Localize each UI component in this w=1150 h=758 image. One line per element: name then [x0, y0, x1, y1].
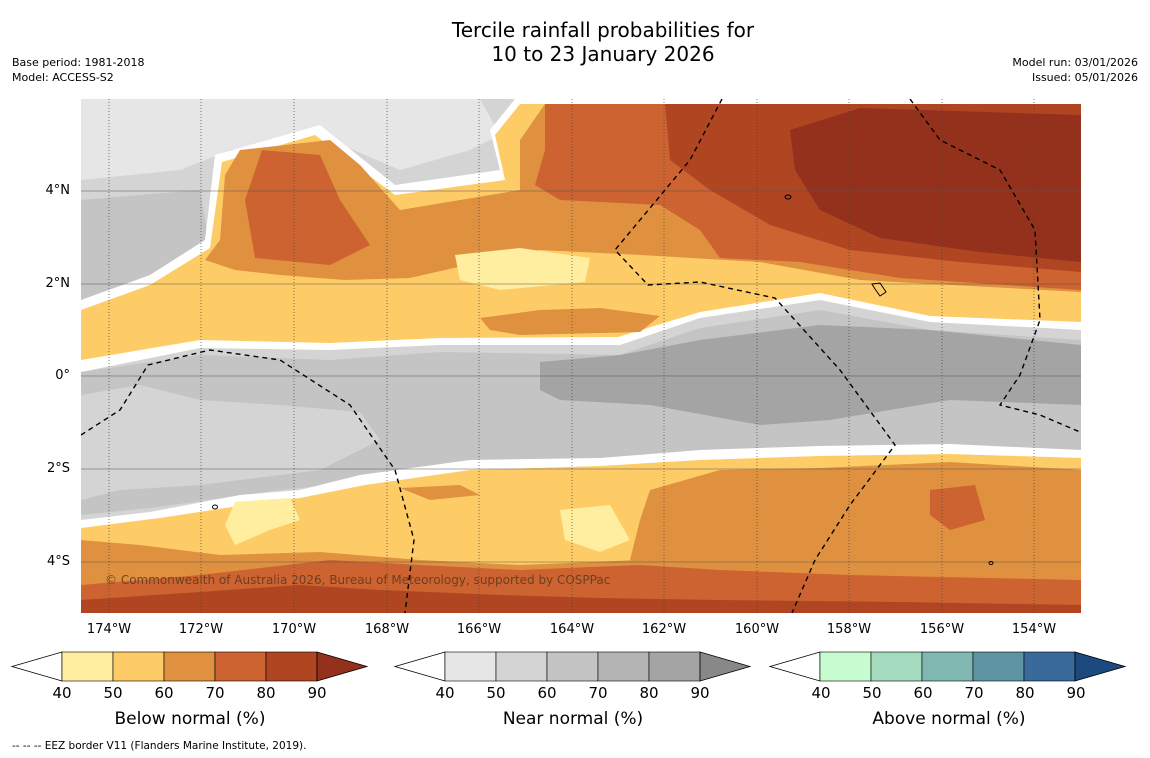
colorbar-near-swatch-3: [597, 651, 650, 682]
below-90-north: [790, 108, 1081, 262]
colorbar-near-swatch-0: [444, 651, 497, 682]
colorbar-above-title: Above normal (%): [872, 709, 1026, 729]
below-60-south-patch: [400, 485, 480, 500]
colorbar-near-swatches: [393, 651, 752, 682]
tick-near-40: 40: [435, 684, 455, 702]
colorbar-near-low-arrow: [393, 651, 446, 682]
tick-below-80: 80: [256, 684, 276, 702]
meta-right: Model run: 03/01/2026 Issued: 05/01/2026: [1012, 55, 1138, 85]
below-40-south-patch: [225, 498, 300, 545]
model-name: Model: ACCESS-S2: [12, 71, 114, 84]
lat-label-2n: 2°N: [45, 276, 71, 291]
colorbar-above-swatch-4: [1023, 651, 1076, 682]
tick-below-40: 40: [52, 684, 72, 702]
tick-near-70: 70: [588, 684, 608, 702]
lon-label-164w: 164°W: [549, 622, 595, 637]
colorbar-near-swatch-4: [648, 651, 701, 682]
map-field: [81, 99, 1081, 613]
island-3: [212, 504, 218, 510]
graticule: [81, 190, 1081, 563]
lon-label-154w: 154°W: [1011, 622, 1057, 637]
tick-above-90: 90: [1066, 684, 1086, 702]
near-50-southwest: [81, 385, 380, 500]
colorbar-above-swatch-2: [921, 651, 974, 682]
title-line-2: 10 to 23 January 2026: [491, 42, 715, 66]
tick-above-60: 60: [913, 684, 933, 702]
near-80-equator: [540, 325, 1081, 425]
tick-above-80: 80: [1015, 684, 1035, 702]
colorbar-below-title: Below normal (%): [114, 709, 266, 729]
eez-footnote: -- -- -- EEZ border V11 (Flanders Marine…: [12, 740, 307, 752]
tick-near-50: 50: [486, 684, 506, 702]
eez-border-west: [81, 349, 415, 613]
below-80-south: [81, 585, 1081, 613]
colorbar-near-high-arrow: [699, 651, 752, 682]
colorbar-above-high-arrow: [1074, 651, 1127, 682]
lat-label-2s: 2°S: [46, 461, 70, 476]
eez-border-central: [614, 99, 896, 613]
colorbar-below-swatch-1: [112, 651, 165, 682]
colorbar-above: [768, 651, 1127, 682]
colorbar-below-swatch-3: [214, 651, 267, 682]
colorbar-above-swatch-0: [819, 651, 872, 682]
copyright-notice: © Commonwealth of Australia 2026, Bureau…: [105, 573, 611, 587]
lon-label-172w: 172°W: [178, 622, 224, 637]
lon-label-156w: 156°W: [919, 622, 965, 637]
colorbar-above-swatch-3: [972, 651, 1025, 682]
title-line-1: Tercile rainfall probabilities for: [451, 18, 755, 42]
below-40-patch: [455, 248, 590, 290]
lat-label-4n: 4°N: [45, 183, 71, 198]
colorbar-below: [10, 651, 369, 682]
lon-label-166w: 166°W: [456, 622, 502, 637]
tick-near-90: 90: [690, 684, 710, 702]
lon-label-158w: 158°W: [826, 622, 872, 637]
colorbar-below-swatch-0: [61, 651, 114, 682]
tick-above-50: 50: [862, 684, 882, 702]
lon-label-170w: 170°W: [271, 622, 317, 637]
near-normal-60-northwest: [81, 190, 210, 300]
colorbar-near: [393, 651, 752, 682]
tick-below-70: 70: [205, 684, 225, 702]
tick-above-70: 70: [964, 684, 984, 702]
below-60-mid-patch: [480, 308, 660, 335]
colorbar-above-swatch-1: [870, 651, 923, 682]
colorbar-near-swatch-2: [546, 651, 599, 682]
colorbar-below-low-arrow: [10, 651, 63, 682]
meta-left: Base period: 1981-2018 Model: ACCESS-S2: [12, 55, 144, 85]
island-4: [988, 561, 994, 565]
islands: [212, 194, 994, 565]
tick-below-90: 90: [307, 684, 327, 702]
map-title: Tercile rainfall probabilities for 10 to…: [0, 18, 1150, 66]
lat-label-0: 0°: [55, 368, 70, 383]
below-40-south-patch-2: [560, 505, 630, 552]
colorbar-below-swatches: [10, 651, 369, 682]
issued-date: Issued: 05/01/2026: [1031, 71, 1138, 84]
tick-near-80: 80: [639, 684, 659, 702]
model-run: Model run: 03/01/2026: [1012, 56, 1138, 69]
lon-label-160w: 160°W: [734, 622, 780, 637]
tick-near-60: 60: [537, 684, 557, 702]
eez-borders: [81, 99, 1081, 613]
colorbar-below-high-arrow: [316, 651, 369, 682]
island-1: [784, 194, 792, 200]
base-period: Base period: 1981-2018: [12, 56, 145, 69]
colorbar-below-swatch-4: [265, 651, 318, 682]
colorbar-near-title: Near normal (%): [502, 709, 644, 729]
lon-label-168w: 168°W: [364, 622, 410, 637]
colorbar-above-low-arrow: [768, 651, 821, 682]
eez-border-east: [909, 99, 1081, 433]
lat-label-4s: 4°S: [46, 554, 70, 569]
colorbar-below-swatch-2: [163, 651, 216, 682]
lon-label-174w: 174°W: [86, 622, 132, 637]
colorbar-above-swatches: [768, 651, 1127, 682]
island-2: [871, 282, 887, 297]
tick-below-50: 50: [103, 684, 123, 702]
below-70-south-patch: [930, 485, 985, 530]
below-70-patch-west: [245, 150, 370, 265]
tick-below-60: 60: [154, 684, 174, 702]
tick-above-40: 40: [811, 684, 831, 702]
colorbar-near-swatch-1: [495, 651, 548, 682]
lon-label-162w: 162°W: [641, 622, 687, 637]
